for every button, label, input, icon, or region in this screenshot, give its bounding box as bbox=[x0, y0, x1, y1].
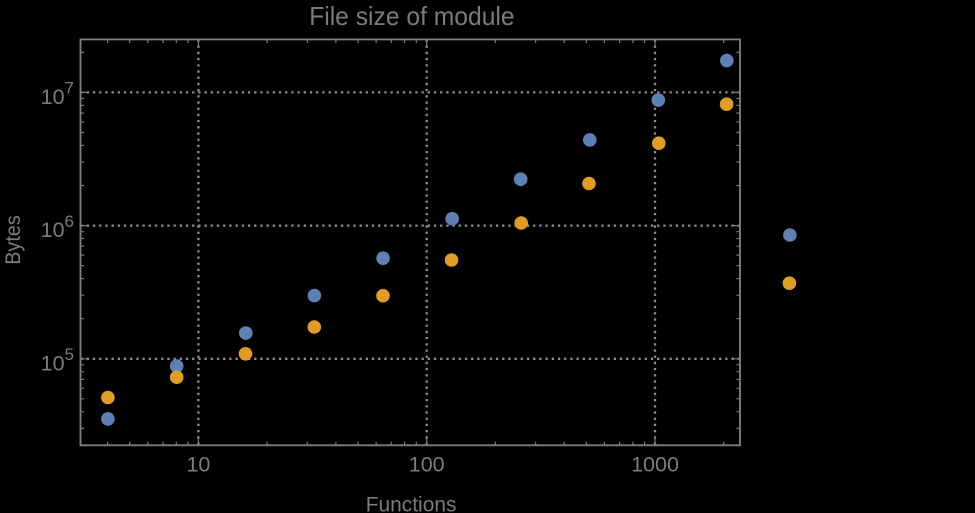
svg-text:1000: 1000 bbox=[631, 453, 679, 477]
svg-text:Bytes: Bytes bbox=[1, 215, 25, 265]
svg-text:Functions: Functions bbox=[366, 492, 457, 513]
svg-text:10: 10 bbox=[186, 453, 210, 477]
svg-text:100: 100 bbox=[409, 453, 445, 477]
svg-text:File size of module: File size of module bbox=[309, 1, 514, 31]
